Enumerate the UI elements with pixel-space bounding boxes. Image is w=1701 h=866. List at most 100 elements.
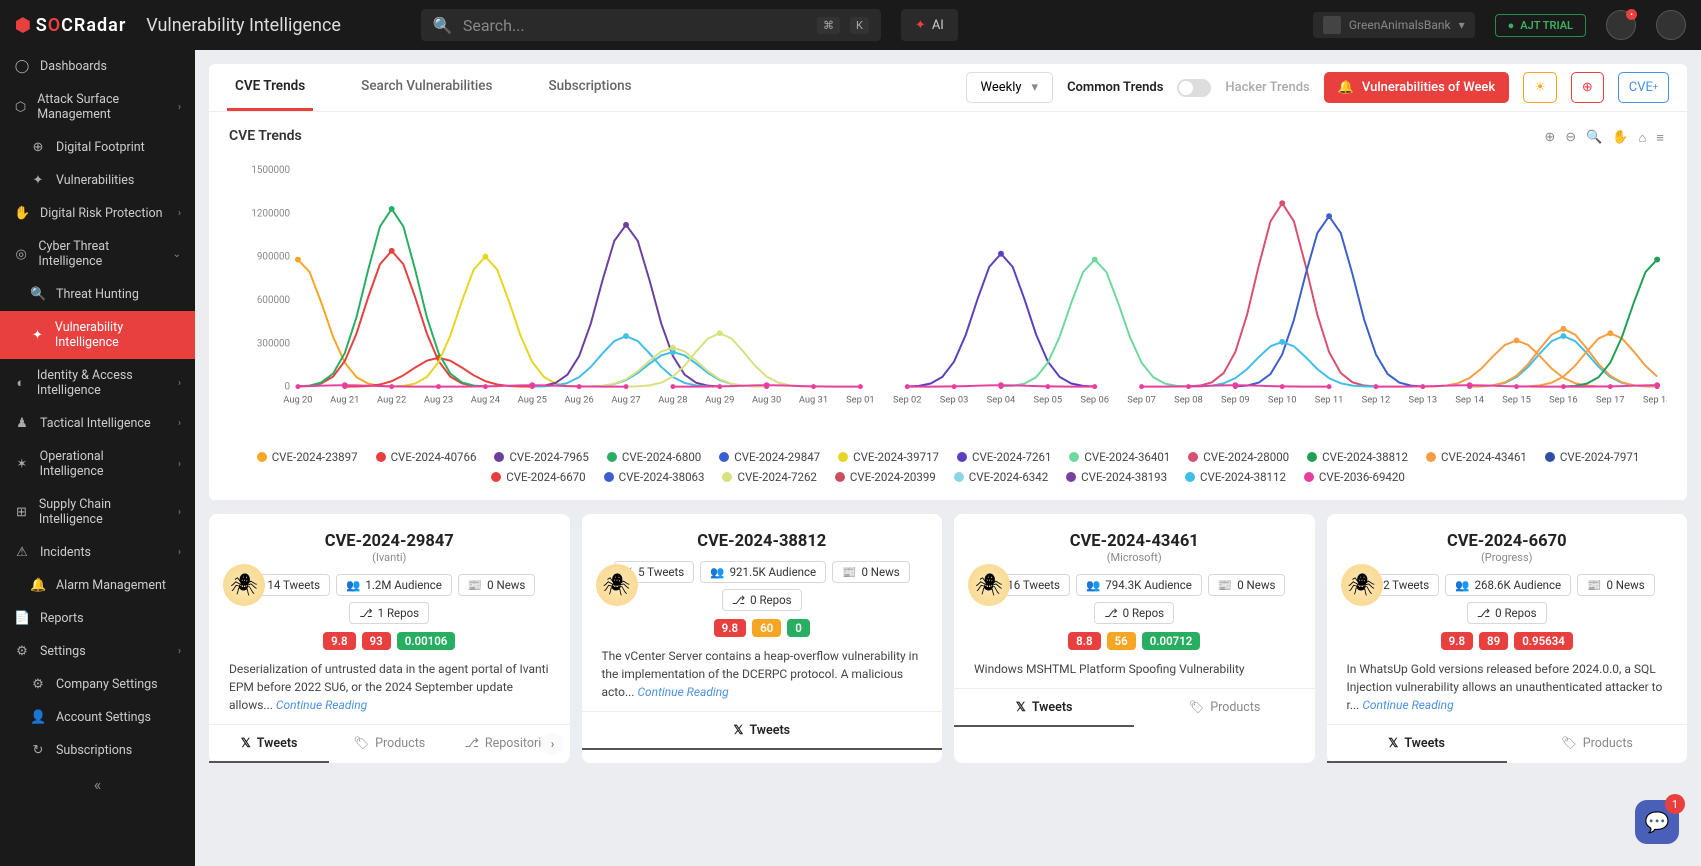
legend-item[interactable]: CVE-2024-6342 [954,470,1048,484]
trend-toggle[interactable] [1177,79,1211,97]
card-tab-tweets[interactable]: 𝕏Tweets [582,712,943,750]
sidebar-item-alarm-management[interactable]: 🔔Alarm Management [0,569,195,602]
legend-item[interactable]: CVE-2024-6670 [491,470,585,484]
ai-button[interactable]: ✦AI [901,9,958,41]
legend-item[interactable]: CVE-2024-38063 [604,470,705,484]
svg-text:Sep 03: Sep 03 [940,394,969,405]
trial-badge: ●AJT TRIAL [1495,14,1586,37]
legend-dot [376,452,386,462]
home-icon[interactable]: ⌂ [1636,128,1650,148]
cve-id[interactable]: CVE-2024-43461 [974,532,1295,551]
sidebar-item-account-settings[interactable]: 👤Account Settings [0,701,195,734]
card-tab-tweets[interactable]: 𝕏Tweets [209,725,329,763]
legend-item[interactable]: CVE-2024-7261 [957,450,1051,464]
line-chart[interactable]: 030000060000090000012000001500000Aug 20A… [229,158,1667,438]
logo[interactable]: ⬢SOCRadar [15,15,126,36]
tab-cve-trends[interactable]: CVE Trends [227,64,313,111]
continue-reading-link[interactable]: Continue Reading [276,698,367,712]
legend-dot [719,452,729,462]
card-tab-products[interactable]: 🏷Products [1507,725,1687,763]
legend-item[interactable]: CVE-2024-43461 [1426,450,1527,464]
sidebar-item-identity-access-intelligence[interactable]: ◐Identity & Access Intelligence› [0,359,195,407]
chip-icon: 👥 [1086,578,1100,592]
cve-card: 🕷 CVE-2024-29847 (Ivanti) 𝕏14 Tweets👥1.2… [209,514,570,763]
cve-button[interactable]: CVE+ [1618,72,1669,103]
zoom-in-icon[interactable]: ⊕ [1541,128,1558,148]
card-tab-tweets[interactable]: 𝕏Tweets [954,689,1134,727]
cve-id[interactable]: CVE-2024-29847 [229,532,550,551]
legend-dot [257,452,267,462]
pan-icon[interactable]: ✋ [1609,128,1631,148]
legend-item[interactable]: CVE-2036-69420 [1304,470,1405,484]
sidebar-item-digital-footprint[interactable]: ⊕Digital Footprint [0,131,195,164]
chevron-icon: › [178,102,181,113]
vuln-of-week-button[interactable]: 🔔Vulnerabilities of Week [1324,72,1509,103]
menu-icon[interactable]: ≡ [1653,128,1667,148]
chevron-icon: › [178,459,181,470]
legend-item[interactable]: CVE-2024-38112 [1185,470,1286,484]
sidebar-item-reports[interactable]: 📄Reports [0,602,195,635]
sidebar-item-settings[interactable]: ⚙Settings› [0,635,195,668]
zoom-icon[interactable]: 🔍 [1583,128,1605,148]
sidebar-icon: ⊕ [30,140,46,155]
svg-text:Aug 23: Aug 23 [424,394,453,405]
tab-subscriptions[interactable]: Subscriptions [540,64,639,111]
legend-item[interactable]: CVE-2024-7965 [494,450,588,464]
period-dropdown[interactable]: Weekly▾ [966,72,1054,103]
legend-item[interactable]: CVE-2024-29847 [719,450,820,464]
collapse-sidebar[interactable]: « [0,767,195,802]
score-badge: 0 [787,619,810,637]
legend-item[interactable]: CVE-2024-36401 [1069,450,1170,464]
sun-button[interactable]: ☀ [1523,72,1557,103]
continue-reading-link[interactable]: Continue Reading [1362,698,1453,712]
continue-reading-link[interactable]: Continue Reading [637,685,728,699]
sidebar-item-subscriptions[interactable]: ↻Subscriptions [0,734,195,767]
sidebar-item-vulnerability-intelligence[interactable]: ✦Vulnerability Intelligence [0,311,195,359]
svg-text:Aug 30: Aug 30 [752,394,781,405]
zoom-out-icon[interactable]: ⊖ [1562,128,1579,148]
sidebar-item-cyber-threat-intelligence[interactable]: ◎Cyber Threat Intelligence⌄ [0,230,195,278]
legend-item[interactable]: CVE-2024-40766 [376,450,477,464]
user-avatar[interactable] [1656,10,1686,40]
legend-item[interactable]: CVE-2024-38193 [1066,470,1167,484]
svg-text:Sep 13: Sep 13 [1409,394,1438,405]
card-tab-products[interactable]: 🏷Products [1134,689,1314,727]
card-tab-products[interactable]: 🏷Products [329,725,449,763]
sidebar: ◯Dashboards⬡Attack Surface Management›⊕D… [0,50,195,866]
sidebar-item-dashboards[interactable]: ◯Dashboards [0,50,195,83]
sidebar-item-threat-hunting[interactable]: 🔍Threat Hunting [0,278,195,311]
sidebar-item-attack-surface-management[interactable]: ⬡Attack Surface Management› [0,83,195,131]
legend-item[interactable]: CVE-2024-38812 [1307,450,1408,464]
chat-fab[interactable]: 💬1 [1635,800,1679,844]
legend-item[interactable]: CVE-2024-7262 [722,470,816,484]
svg-text:1500000: 1500000 [251,165,290,176]
sidebar-icon: ✋ [14,206,30,221]
sidebar-item-company-settings[interactable]: ⚙Company Settings [0,668,195,701]
tab-next-icon[interactable]: › [542,733,564,755]
legend-item[interactable]: CVE-2024-6800 [607,450,701,464]
legend-item[interactable]: CVE-2024-28000 [1188,450,1289,464]
sidebar-item-incidents[interactable]: ⚠Incidents› [0,536,195,569]
sidebar-item-digital-risk-protection[interactable]: ✋Digital Risk Protection› [0,197,195,230]
svg-text:300000: 300000 [257,338,290,349]
legend-item[interactable]: CVE-2024-23897 [257,450,358,464]
add-button[interactable]: ⊕ [1571,72,1604,103]
sidebar-item-tactical-intelligence[interactable]: ♟Tactical Intelligence› [0,407,195,440]
cve-id[interactable]: CVE-2024-38812 [602,532,923,551]
sidebar-item-label: Company Settings [56,677,158,692]
sidebar-item-supply-chain-intelligence[interactable]: ⊞Supply Chain Intelligence› [0,488,195,536]
card-tab-tweets[interactable]: 𝕏Tweets [1327,725,1507,763]
search-input[interactable]: 🔍 Search... ⌘ K [421,9,881,41]
org-selector[interactable]: GreenAnimalsBank▾ [1313,12,1475,38]
legend-item[interactable]: CVE-2024-20399 [835,470,936,484]
cve-id[interactable]: CVE-2024-6670 [1347,532,1668,551]
tab-search-vulnerabilities[interactable]: Search Vulnerabilities [353,64,500,111]
cve-description: In WhatsUp Gold versions released before… [1347,660,1668,714]
sidebar-item-operational-intelligence[interactable]: ✶Operational Intelligence› [0,440,195,488]
legend-item[interactable]: CVE-2024-7971 [1545,450,1639,464]
chevron-icon: ⌄ [173,249,181,260]
sidebar-item-vulnerabilities[interactable]: ✦Vulnerabilities [0,164,195,197]
notifications-icon[interactable]: • [1606,10,1636,40]
svg-text:Sep 08: Sep 08 [1174,394,1203,405]
legend-item[interactable]: CVE-2024-39717 [838,450,939,464]
